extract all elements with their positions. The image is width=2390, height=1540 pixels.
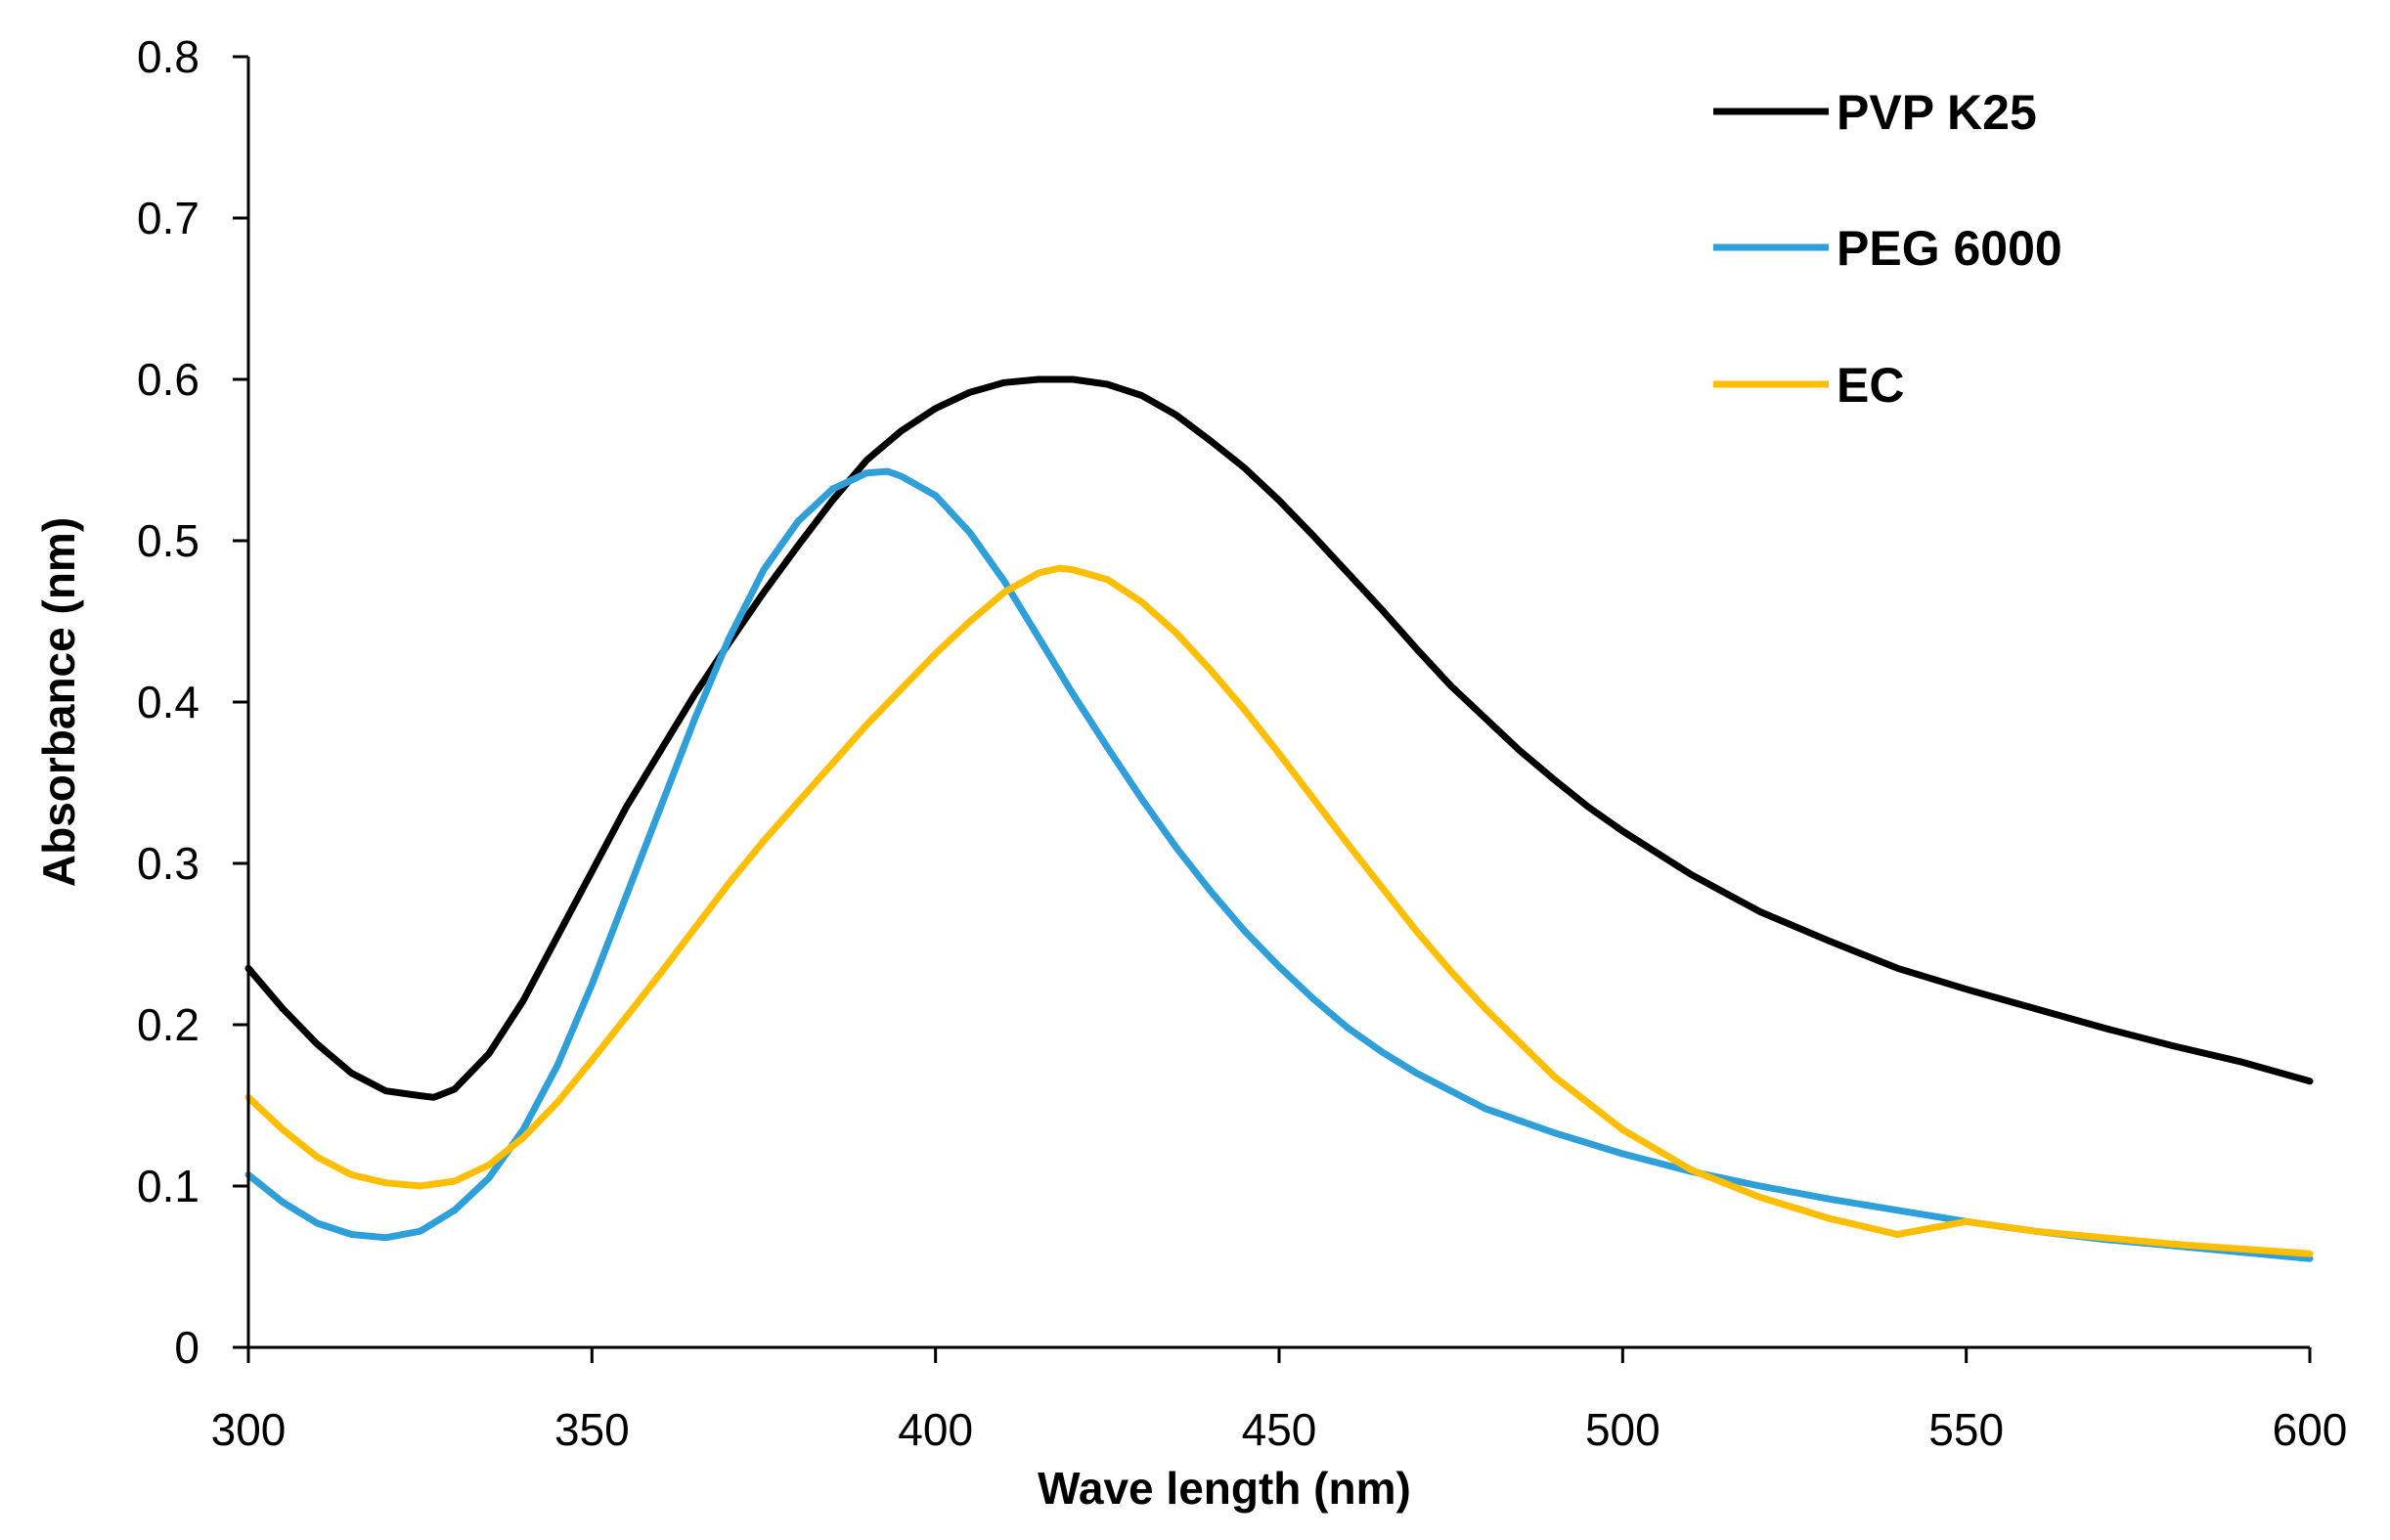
x-tick-label-400: 400	[898, 1404, 973, 1455]
y-tick-label-0.8: 0.8	[137, 31, 199, 82]
series-line-ec	[244, 564, 2314, 1257]
y-tick-label-0.1: 0.1	[137, 1161, 199, 1211]
legend: PVP K25 PEG 6000 EC	[1713, 85, 2062, 413]
x-tick-label-450: 450	[1242, 1404, 1317, 1455]
y-tick-label-0.5: 0.5	[137, 515, 199, 566]
x-tick-label-500: 500	[1585, 1404, 1660, 1455]
x-tick-label-600: 600	[2273, 1404, 2348, 1455]
x-tick-label-300: 300	[211, 1404, 287, 1455]
legend-label-ec: EC	[1837, 358, 1904, 413]
y-axis-title: Absorbance (nm)	[33, 517, 84, 887]
y-tick-label-0: 0	[174, 1322, 199, 1373]
x-tick-label-350: 350	[554, 1404, 630, 1455]
series-line-peg-6000	[244, 467, 2314, 1262]
y-tick-label-0.4: 0.4	[137, 677, 199, 727]
series-line-pvp-k25	[244, 375, 2314, 1101]
y-tick-label-0.3: 0.3	[137, 838, 199, 889]
x-axis-title: Wave length (nm)	[1038, 1463, 1411, 1514]
y-tick-label-0.6: 0.6	[137, 354, 199, 405]
x-tick-label-550: 550	[1928, 1404, 2004, 1455]
tick-labels: 300 350 400 450 500 550 600 0 0.1 0.2 0.3 0.4 0.5 0.6…	[137, 31, 2347, 1455]
legend-label-peg-6000: PEG 6000	[1837, 221, 2062, 276]
legend-label-pvp-k25: PVP K25	[1837, 85, 2037, 140]
plot-lines	[244, 375, 2314, 1262]
y-tick-label-0.7: 0.7	[137, 193, 199, 243]
y-tick-label-0.2: 0.2	[137, 999, 199, 1050]
ticks	[233, 55, 2312, 1363]
